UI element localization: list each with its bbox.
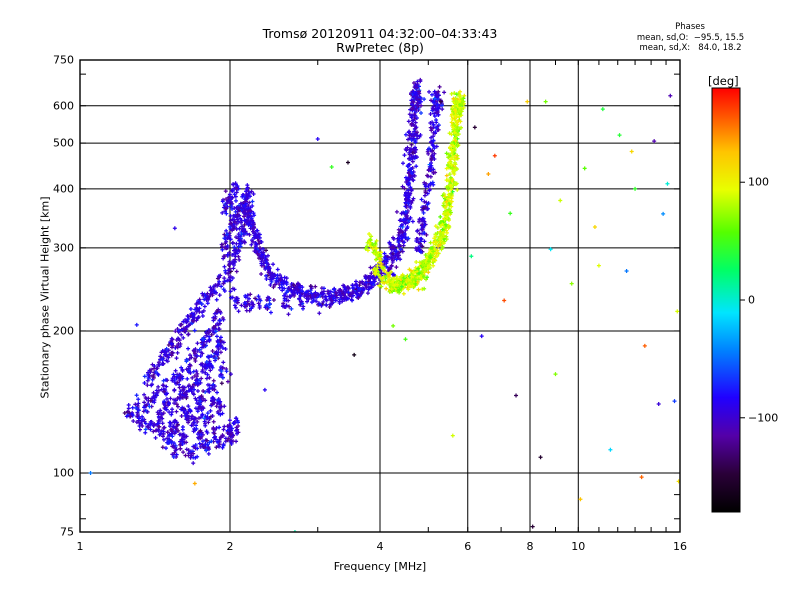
x-tick-label: 16 xyxy=(673,540,687,553)
colorbar-tick-label: −100 xyxy=(748,411,779,425)
y-tick-label: 75 xyxy=(60,525,74,539)
phases-annotation-x-mode: mean, sd,X: 84.0, 18.2 xyxy=(639,43,742,53)
y-tick-label: 100 xyxy=(53,466,74,480)
y-tick-label: 300 xyxy=(53,241,74,255)
phases-annotation-header: Phases xyxy=(675,22,705,32)
x-tick-label: 2 xyxy=(226,540,234,553)
y-tick-label: 500 xyxy=(53,136,74,150)
x-tick-label: 1 xyxy=(76,540,84,553)
colorbar-tick-label: 0 xyxy=(748,293,755,307)
x-tick-label: 6 xyxy=(464,540,472,553)
y-tick-label: 600 xyxy=(53,99,74,113)
chart-title-line1: Tromsø 20120911 04:32:00–04:33:43 xyxy=(262,26,498,41)
y-tick-label: 750 xyxy=(53,53,74,67)
x-tick-label: 10 xyxy=(571,540,586,553)
colorbar-ticks xyxy=(740,181,745,419)
plot-frame xyxy=(79,59,681,533)
data-points-layer xyxy=(88,77,680,532)
x-tick-label: 4 xyxy=(376,540,384,553)
colorbar-tick-label: 100 xyxy=(748,175,769,189)
y-tick-label: 200 xyxy=(53,324,74,338)
colorbar-unit-label: [deg] xyxy=(708,74,739,88)
plot-gridlines xyxy=(80,60,680,532)
x-tick-label: 8 xyxy=(526,540,534,553)
phases-annotation-o-mode: mean, sd,O: −95.5, 15.5 xyxy=(636,33,745,43)
chart-title-line2: RwPretec (8p) xyxy=(336,40,424,55)
y-tick-label: 400 xyxy=(53,182,74,196)
x-axis-label: Frequency [MHz] xyxy=(333,560,427,573)
colorbar-gradient xyxy=(711,87,741,513)
